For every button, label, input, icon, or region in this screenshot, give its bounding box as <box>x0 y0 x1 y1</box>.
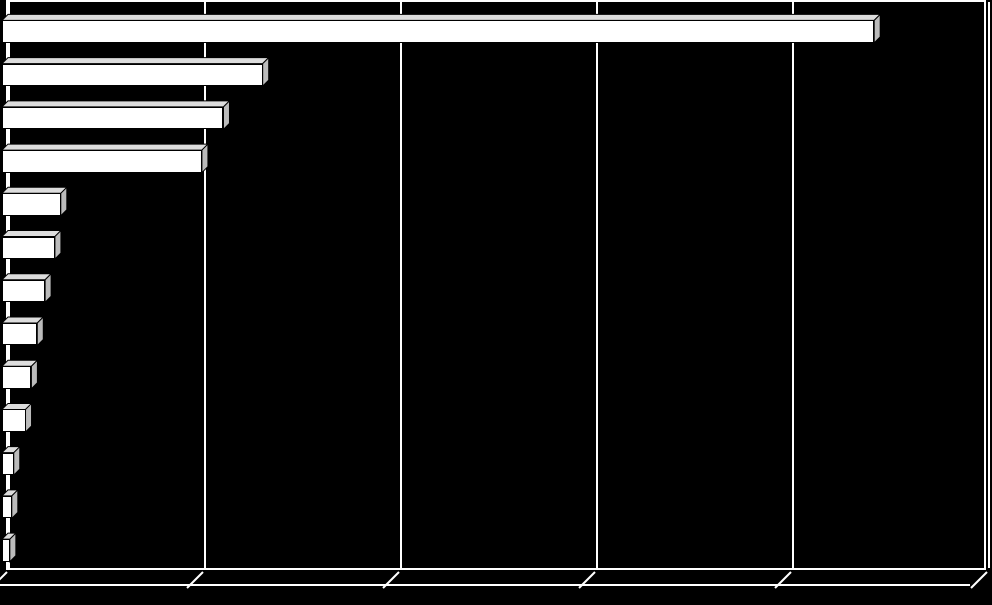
bar <box>2 366 31 388</box>
chart-floor <box>0 570 970 586</box>
bar <box>2 323 37 345</box>
bar <box>2 193 61 215</box>
bar <box>2 496 12 518</box>
bar <box>2 237 55 259</box>
gridline <box>988 2 990 568</box>
bar <box>2 64 263 86</box>
gridline <box>400 2 402 568</box>
bar <box>2 409 26 431</box>
bar <box>2 453 14 475</box>
bar <box>2 107 223 129</box>
bar <box>2 539 10 561</box>
bar <box>2 150 202 172</box>
bar <box>2 280 45 302</box>
bar <box>2 20 874 42</box>
gridline <box>596 2 598 568</box>
bar-chart <box>0 0 992 605</box>
gridline <box>792 2 794 568</box>
gridline <box>204 2 206 568</box>
